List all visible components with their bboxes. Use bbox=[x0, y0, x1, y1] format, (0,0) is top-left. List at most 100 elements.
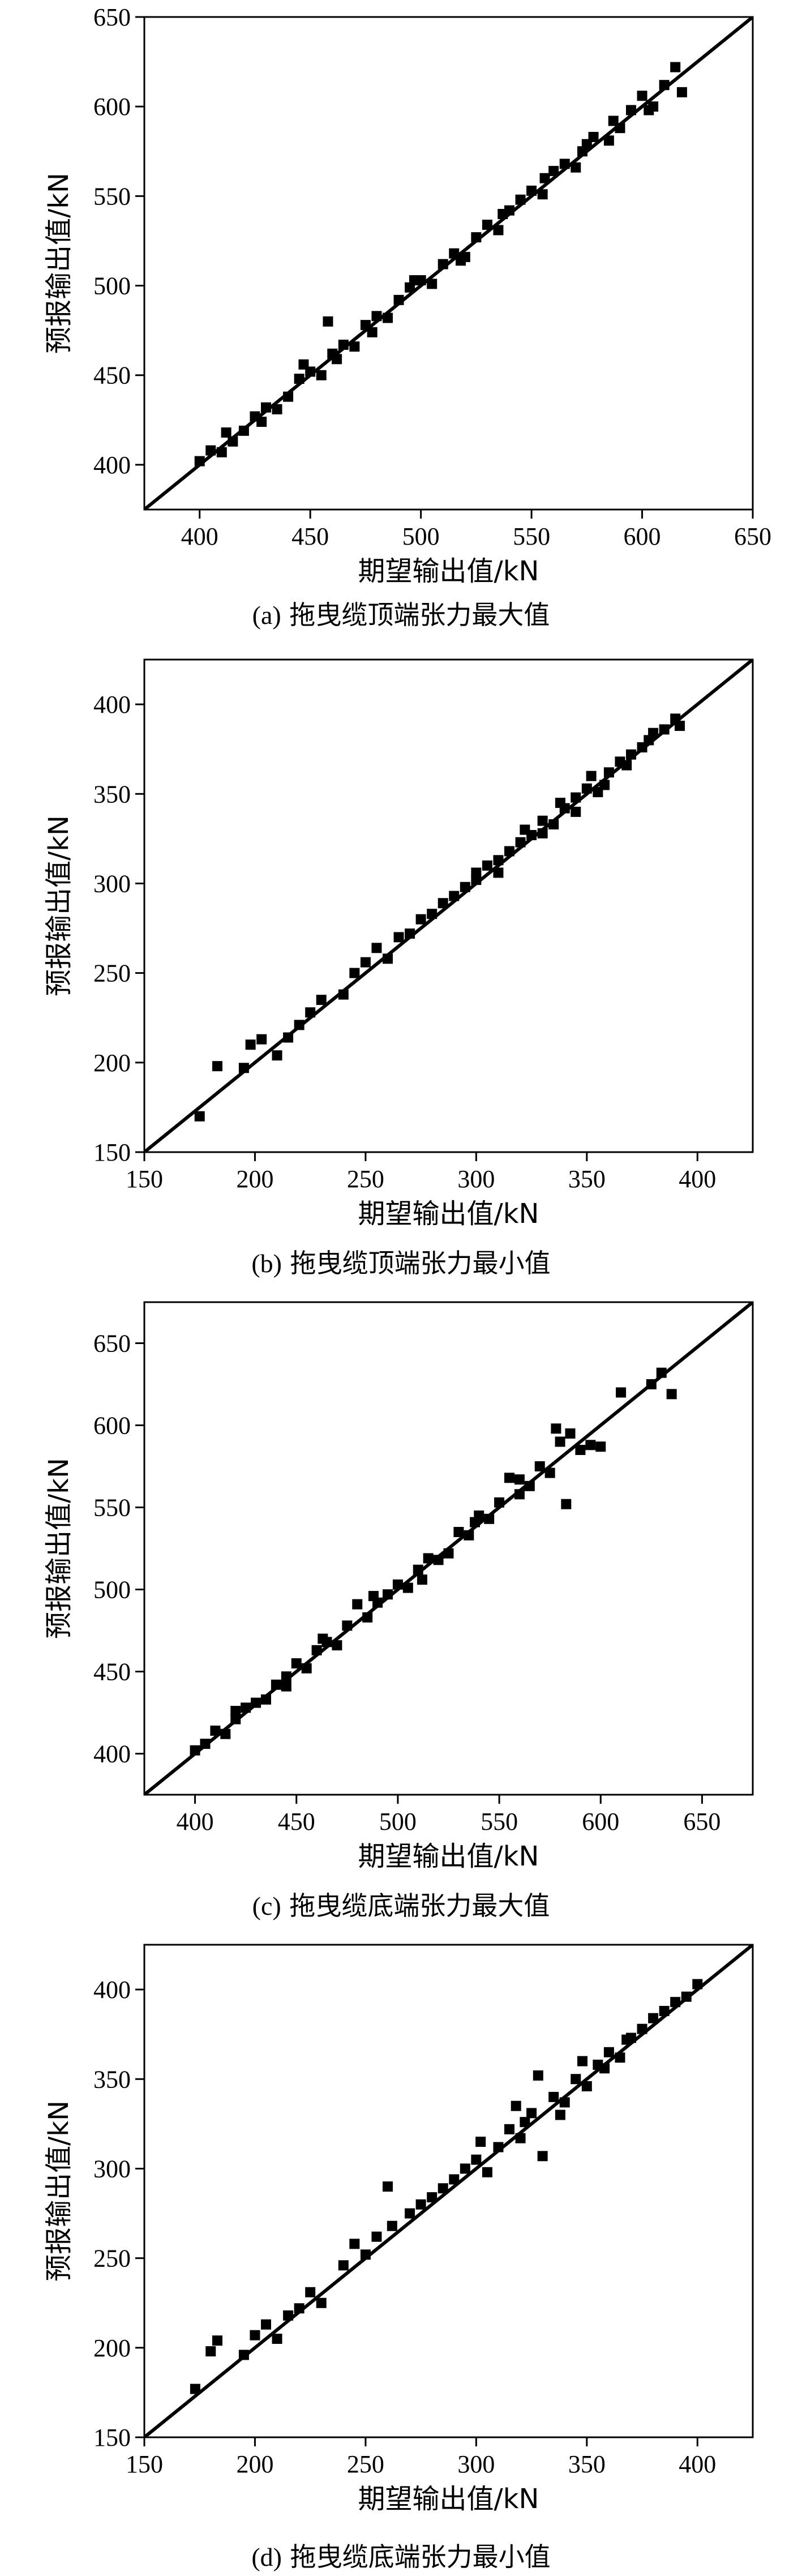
data-point bbox=[551, 1423, 561, 1434]
chart-caption-d: (d) 拖曳缆底端张力最小值 bbox=[0, 2536, 802, 2574]
data-point bbox=[464, 1530, 474, 1541]
data-point bbox=[387, 2220, 397, 2231]
chart-panel-c: 400 450 500 550 600 650 400 450 500 550 600 650 期望输出… bbox=[0, 1285, 802, 1928]
data-point bbox=[626, 749, 636, 760]
y-tick-label: 500 bbox=[93, 272, 131, 300]
data-point bbox=[515, 194, 526, 205]
plot-area-d bbox=[144, 1945, 753, 2437]
chart-caption-a: (a) 拖曳缆顶端张力最大值 bbox=[0, 594, 802, 632]
y-tick-label: 600 bbox=[93, 93, 131, 121]
data-point bbox=[352, 1599, 363, 1610]
data-point bbox=[460, 882, 470, 892]
plot-area-c bbox=[144, 1302, 753, 1795]
scatter-plot-d: 150 200 250 300 350 400 150 200 250 300 350 400 期望输出… bbox=[43, 1944, 754, 2515]
data-point bbox=[438, 898, 448, 909]
plot-frame-b bbox=[143, 658, 754, 1153]
caption-text-a: 拖曳缆顶端张力最大值 bbox=[289, 600, 550, 630]
x-axis-title: 期望输出值/kN bbox=[358, 1198, 539, 1230]
x-tick-label: 650 bbox=[683, 1808, 720, 1835]
data-point bbox=[281, 1681, 291, 1692]
y-tick-label: 650 bbox=[93, 1330, 131, 1358]
data-point bbox=[637, 91, 647, 101]
reference-line bbox=[144, 1945, 753, 2437]
data-point bbox=[360, 2249, 371, 2260]
x-tick-label: 350 bbox=[568, 2450, 606, 2478]
data-point bbox=[581, 2081, 592, 2091]
data-point bbox=[392, 1579, 403, 1590]
data-point bbox=[484, 1513, 495, 1524]
data-point bbox=[493, 2142, 504, 2153]
data-point bbox=[305, 1007, 316, 1018]
scatter-plot-a: 400 450 500 550 600 650 400 450 500 550 600 650 期望输出… bbox=[43, 3, 771, 587]
data-point bbox=[338, 2260, 349, 2271]
data-point bbox=[423, 1553, 434, 1564]
data-point bbox=[626, 105, 636, 115]
data-point bbox=[200, 1739, 211, 1749]
data-point bbox=[212, 2335, 222, 2346]
caption-text-b: 拖曳缆顶端张力最小值 bbox=[290, 1248, 551, 1278]
data-point bbox=[656, 1367, 667, 1378]
data-point bbox=[449, 891, 460, 901]
data-point bbox=[577, 146, 587, 157]
data-point bbox=[577, 2056, 587, 2066]
data-point bbox=[371, 311, 382, 322]
data-point bbox=[190, 1745, 200, 1756]
data-point bbox=[456, 255, 466, 266]
data-point bbox=[402, 1582, 413, 1593]
data-point bbox=[471, 232, 482, 243]
data-point bbox=[323, 316, 333, 327]
data-point bbox=[230, 1714, 241, 1725]
y-tick-label: 150 bbox=[93, 2424, 131, 2451]
chart-caption-b: (b) 拖曳缆顶端张力最小值 bbox=[0, 1243, 802, 1280]
data-point bbox=[438, 259, 448, 269]
data-point bbox=[316, 2297, 327, 2308]
data-point bbox=[205, 2346, 216, 2357]
data-point bbox=[251, 1697, 261, 1708]
data-point bbox=[595, 1441, 606, 1452]
data-point bbox=[383, 953, 393, 964]
data-point bbox=[526, 2108, 537, 2119]
data-point bbox=[318, 1633, 328, 1644]
data-point bbox=[238, 2350, 249, 2360]
x-tick-label: 250 bbox=[347, 1165, 384, 1193]
data-point bbox=[221, 427, 231, 438]
data-point bbox=[599, 2063, 610, 2074]
data-point bbox=[692, 1979, 703, 1989]
data-point bbox=[205, 445, 216, 456]
data-point bbox=[515, 837, 526, 848]
data-point bbox=[637, 2023, 647, 2034]
chart-panel-a: 400 450 500 550 600 650 400 450 500 550 600 650 期望输出… bbox=[0, 0, 802, 643]
x-tick-label: 550 bbox=[513, 523, 550, 550]
data-point bbox=[544, 1467, 555, 1478]
x-tick-label: 200 bbox=[236, 1165, 273, 1193]
data-point bbox=[575, 1445, 586, 1455]
data-point bbox=[294, 374, 304, 384]
data-point bbox=[608, 115, 619, 126]
data-point bbox=[283, 1032, 294, 1043]
y-tick-label: 300 bbox=[93, 870, 131, 897]
data-point bbox=[659, 724, 670, 735]
x-tick-label: 600 bbox=[582, 1808, 619, 1835]
data-point bbox=[272, 2334, 282, 2344]
data-point bbox=[537, 815, 548, 826]
data-point bbox=[603, 135, 614, 146]
x-tick-label: 400 bbox=[181, 523, 218, 550]
data-point bbox=[526, 185, 537, 196]
data-point bbox=[482, 219, 492, 230]
caption-text-d: 拖曳缆底端张力最小值 bbox=[290, 2541, 551, 2572]
y-tick-label: 400 bbox=[93, 691, 131, 718]
data-point bbox=[342, 1620, 353, 1631]
data-point bbox=[470, 1517, 481, 1527]
y-axis-title: 预报输出值/kN bbox=[43, 815, 75, 996]
x-tick-label: 400 bbox=[177, 1808, 214, 1835]
x-tick-label: 400 bbox=[679, 2450, 716, 2478]
plot-frame-a bbox=[143, 16, 754, 511]
scatter-plot-c: 400 450 500 550 600 650 400 450 500 550 600 650 期望输出… bbox=[43, 1301, 754, 1872]
data-point bbox=[571, 2074, 581, 2085]
data-point bbox=[482, 860, 492, 871]
data-point bbox=[349, 2239, 360, 2249]
data-point bbox=[190, 2384, 200, 2394]
y-tick-label: 500 bbox=[93, 1576, 131, 1604]
data-point bbox=[415, 914, 426, 925]
data-point bbox=[271, 1679, 281, 1690]
